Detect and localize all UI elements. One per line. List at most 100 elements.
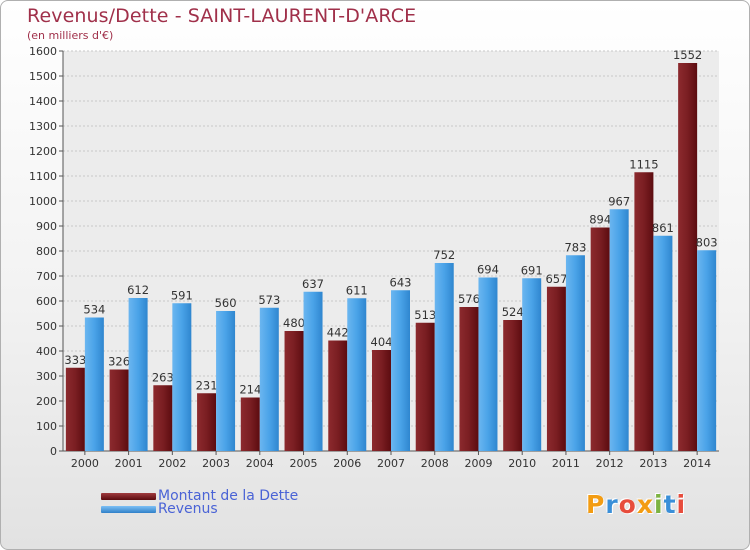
data-label-dette: 442 xyxy=(327,326,349,340)
data-label-revenus: 694 xyxy=(477,263,499,277)
data-label-dette: 263 xyxy=(152,370,174,384)
y-tick-label: 1600 xyxy=(29,45,57,58)
x-tick-label: 2014 xyxy=(683,457,711,470)
x-tick-label: 2012 xyxy=(596,457,624,470)
x-tick-label: 2001 xyxy=(115,457,143,470)
logo-letter: P xyxy=(586,490,606,519)
bar-revenus xyxy=(653,235,673,451)
x-tick-label: 2006 xyxy=(333,457,361,470)
legend-label-dette: Montant de la Dette xyxy=(158,488,299,504)
data-label-revenus: 861 xyxy=(652,221,674,235)
bar-revenus xyxy=(216,311,236,451)
data-label-dette: 333 xyxy=(64,353,86,367)
x-tick-label: 2004 xyxy=(246,457,274,470)
y-tick-label: 1200 xyxy=(29,145,57,158)
bar-dette xyxy=(197,393,217,451)
bar-dette xyxy=(546,286,566,451)
bar-dette xyxy=(109,369,129,451)
data-label-revenus: 591 xyxy=(171,288,193,302)
bar-revenus xyxy=(391,290,410,451)
bar-dette xyxy=(590,227,610,451)
y-tick-label: 400 xyxy=(36,345,57,358)
bar-revenus xyxy=(259,307,279,451)
data-label-revenus: 560 xyxy=(215,296,237,310)
bar-dette xyxy=(415,322,435,451)
x-tick-label: 2002 xyxy=(158,457,186,470)
logo-letter: t xyxy=(663,490,677,519)
bar-dette xyxy=(372,350,391,451)
bar-revenus xyxy=(609,209,629,451)
bar-dette xyxy=(678,63,698,451)
legend-swatch-dette xyxy=(101,492,156,500)
y-tick-label: 1100 xyxy=(29,170,57,183)
data-label-revenus: 691 xyxy=(521,263,543,277)
x-tick-label: 2007 xyxy=(377,457,405,470)
x-tick-label: 2010 xyxy=(508,457,536,470)
y-tick-label: 1300 xyxy=(29,120,57,133)
logo-letter: r xyxy=(605,490,619,519)
data-label-dette: 404 xyxy=(371,335,393,349)
legend-item-revenus: Revenus xyxy=(101,501,218,517)
x-tick-label: 2008 xyxy=(421,457,449,470)
y-tick-label: 1500 xyxy=(29,70,57,83)
data-label-revenus: 611 xyxy=(346,283,368,297)
data-label-revenus: 637 xyxy=(302,277,324,291)
legend-item-dette: Montant de la Dette xyxy=(101,488,298,504)
logo-letter: x xyxy=(636,490,654,519)
chart-title: Revenus/Dette - SAINT-LAURENT-D'ARCE xyxy=(27,5,417,27)
x-tick-label: 2009 xyxy=(464,457,492,470)
bar-revenus xyxy=(84,317,104,451)
data-label-revenus: 534 xyxy=(83,303,105,317)
data-label-dette: 231 xyxy=(196,378,218,392)
data-label-revenus: 573 xyxy=(258,293,280,307)
data-label-dette: 1552 xyxy=(673,48,702,62)
bar-revenus xyxy=(434,263,454,451)
x-tick-label: 2011 xyxy=(552,457,580,470)
proxiti-logo: Proxiti xyxy=(586,490,686,519)
bar-revenus xyxy=(172,303,192,451)
bar-revenus xyxy=(128,298,148,451)
bar-revenus xyxy=(347,298,367,451)
y-tick-label: 300 xyxy=(36,370,57,383)
bar-revenus xyxy=(478,277,498,451)
data-label-revenus: 752 xyxy=(433,248,455,262)
legend-swatch-revenus xyxy=(101,505,156,513)
data-label-dette: 513 xyxy=(414,308,436,322)
bar-dette xyxy=(634,172,654,451)
x-tick-label: 2013 xyxy=(639,457,667,470)
data-label-dette: 524 xyxy=(502,305,524,319)
data-label-revenus: 612 xyxy=(127,283,149,297)
x-tick-label: 2000 xyxy=(71,457,99,470)
y-tick-label: 1000 xyxy=(29,195,57,208)
y-tick-label: 600 xyxy=(36,295,57,308)
data-label-dette: 894 xyxy=(589,213,611,227)
bar-revenus xyxy=(303,291,323,451)
bar-dette xyxy=(240,397,260,451)
data-label-dette: 657 xyxy=(545,272,567,286)
logo-letter: i xyxy=(654,490,664,519)
x-tick-label: 2005 xyxy=(290,457,318,470)
chart-subtitle: (en milliers d'€) xyxy=(27,29,114,42)
y-tick-label: 200 xyxy=(36,395,57,408)
bar-dette xyxy=(328,340,348,451)
y-tick-label: 800 xyxy=(36,245,57,258)
data-label-revenus: 643 xyxy=(390,275,412,289)
data-label-revenus: 803 xyxy=(696,235,718,249)
bar-dette xyxy=(65,367,85,451)
x-tick-label: 2003 xyxy=(202,457,230,470)
data-label-revenus: 783 xyxy=(564,240,586,254)
data-label-dette: 480 xyxy=(283,316,305,330)
bar-dette xyxy=(284,331,304,451)
data-label-dette: 326 xyxy=(108,355,130,369)
y-tick-label: 700 xyxy=(36,270,57,283)
bar-dette xyxy=(153,385,173,451)
y-tick-label: 1400 xyxy=(29,95,57,108)
data-label-dette: 576 xyxy=(458,292,480,306)
y-tick-label: 900 xyxy=(36,220,57,233)
logo-letter: i xyxy=(676,490,687,519)
data-label-revenus: 967 xyxy=(608,194,630,208)
bar-dette xyxy=(459,307,479,451)
y-tick-label: 0 xyxy=(50,445,57,458)
